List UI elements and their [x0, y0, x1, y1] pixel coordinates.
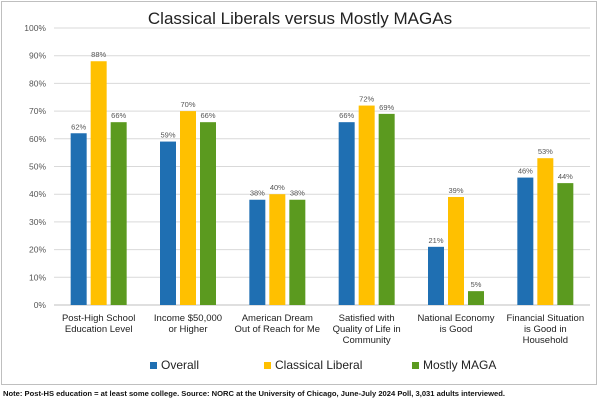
data-label: 44% — [558, 172, 573, 181]
source-note: Note: Post-HS education = at least some … — [3, 389, 505, 398]
y-tick-label: 40% — [29, 189, 46, 199]
bar-chart: Classical Liberals versus Mostly MAGAs 0%… — [24, 9, 590, 372]
x-tick-label: Satisfied with — [339, 313, 395, 324]
data-label: 66% — [200, 111, 215, 120]
bar — [180, 111, 196, 305]
data-label: 53% — [538, 147, 553, 156]
legend-swatch — [150, 362, 157, 369]
bar — [557, 183, 574, 305]
data-label: 69% — [379, 103, 394, 112]
data-label: 66% — [111, 111, 126, 120]
bar — [517, 177, 534, 305]
legend-swatch — [264, 362, 271, 369]
x-tick-label: or Higher — [168, 324, 207, 335]
bar — [468, 291, 484, 305]
data-label: 21% — [428, 236, 443, 245]
legend-swatch — [412, 362, 419, 369]
data-label: 88% — [91, 50, 106, 59]
data-label: 5% — [471, 280, 482, 289]
bar — [358, 105, 375, 305]
bar — [537, 158, 554, 305]
bar — [70, 133, 87, 305]
data-label: 72% — [359, 95, 374, 104]
x-tick-label: Community — [343, 335, 391, 346]
data-label: 39% — [448, 186, 463, 195]
bar — [200, 122, 216, 306]
y-tick-label: 80% — [29, 78, 46, 88]
chart-frame: Classical Liberals versus Mostly MAGAs 0%… — [1, 1, 597, 385]
y-tick-label: 90% — [29, 51, 46, 61]
data-label: 38% — [290, 189, 305, 198]
y-tick-label: 20% — [29, 245, 46, 255]
data-label: 66% — [339, 111, 354, 120]
bar — [338, 122, 355, 306]
x-tick-label: Household — [523, 335, 568, 346]
legend-label: Classical Liberal — [275, 358, 362, 372]
data-label: 62% — [71, 122, 86, 131]
y-tick-label: 0% — [34, 300, 47, 310]
y-tick-label: 100% — [24, 23, 46, 33]
data-label: 38% — [250, 189, 265, 198]
bar — [90, 61, 107, 305]
bar — [249, 199, 266, 305]
x-tick-label: National Economy — [417, 313, 494, 324]
x-tick-label: is Good — [440, 324, 473, 335]
bar — [269, 194, 286, 305]
y-tick-label: 30% — [29, 217, 46, 227]
data-label: 40% — [270, 183, 285, 192]
data-label: 46% — [518, 167, 533, 176]
x-tick-label: Financial Situation — [507, 313, 585, 324]
bar — [160, 141, 176, 305]
x-tick-label: Income $50,000 — [154, 313, 222, 324]
bar — [110, 122, 127, 306]
chart-title: Classical Liberals versus Mostly MAGAs — [148, 9, 452, 28]
bar — [378, 113, 395, 306]
x-tick-label: Quality of Life in — [333, 324, 401, 335]
data-label: 70% — [180, 100, 195, 109]
y-tick-label: 60% — [29, 134, 46, 144]
legend-label: Overall — [161, 358, 199, 372]
y-tick-label: 50% — [29, 162, 46, 172]
x-tick-label: American Dream — [242, 313, 313, 324]
bar — [428, 246, 444, 305]
x-tick-label: Education Level — [65, 324, 133, 335]
data-label: 59% — [160, 131, 175, 140]
bar — [289, 199, 306, 305]
x-tick-label: Post-High School — [62, 313, 135, 324]
y-tick-label: 70% — [29, 106, 46, 116]
y-tick-label: 10% — [29, 272, 46, 282]
legend-label: Mostly MAGA — [423, 358, 496, 372]
x-tick-label: Out of Reach for Me — [235, 324, 321, 335]
bar — [448, 196, 464, 305]
x-tick-label: is Good in — [524, 324, 567, 335]
